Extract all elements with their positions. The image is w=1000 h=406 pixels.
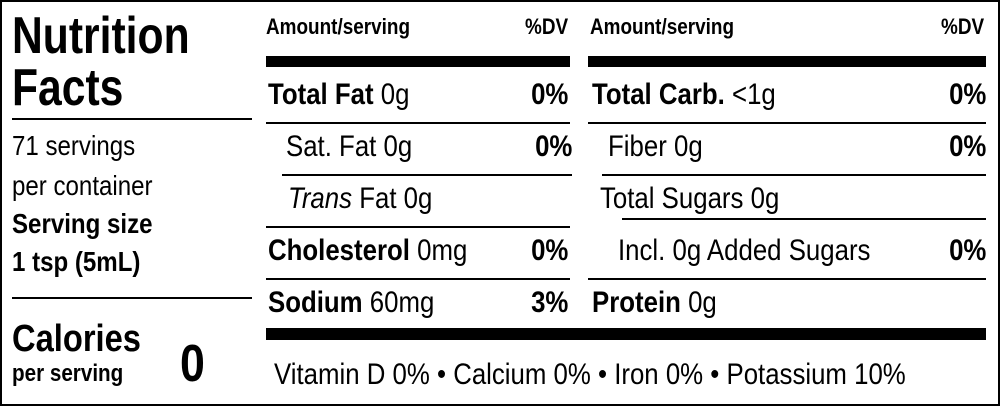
header: %DV bbox=[940, 14, 984, 39]
row-amount: 0g bbox=[688, 286, 717, 319]
calories-value: 0 bbox=[180, 335, 205, 393]
footer: Vitamin D 0% • Calcium 0% • Iron 0% • Po… bbox=[274, 358, 906, 391]
servings: 71 servings bbox=[12, 130, 136, 161]
row-amount: 0g bbox=[383, 130, 413, 163]
row-dv: 0% bbox=[534, 130, 572, 163]
row-name: Protein bbox=[592, 286, 681, 319]
divider bbox=[588, 122, 986, 124]
row-dv: 0% bbox=[530, 78, 568, 111]
divider bbox=[12, 297, 252, 299]
serving-size-value: 1 tsp (5mL) bbox=[12, 246, 141, 277]
divider bbox=[266, 278, 570, 280]
row-italic: Trans bbox=[288, 182, 353, 215]
serving-size-label: Serving size bbox=[12, 208, 153, 239]
row-name: Total Fat bbox=[268, 78, 374, 111]
row-amount: 0g bbox=[750, 182, 780, 215]
divider bbox=[622, 218, 986, 220]
thick-bar bbox=[588, 56, 986, 67]
row-name: Fiber bbox=[608, 130, 667, 163]
row-amount: 0mg bbox=[417, 234, 468, 267]
row-dv: 0% bbox=[948, 78, 986, 111]
divider bbox=[266, 226, 570, 228]
row-amount: 0g bbox=[403, 182, 433, 215]
row-name: Incl. 0g Added Sugars bbox=[618, 234, 871, 267]
servings: per container bbox=[12, 170, 153, 201]
header: %DV bbox=[524, 14, 568, 39]
row-name: Cholesterol bbox=[268, 234, 410, 267]
row-name: Sat. Fat bbox=[286, 130, 377, 163]
row-dv: 0% bbox=[948, 130, 986, 163]
calories-label: Calories bbox=[12, 318, 141, 360]
divider bbox=[588, 278, 986, 280]
divider bbox=[282, 174, 572, 176]
header: Amount/serving bbox=[590, 14, 735, 39]
row-name: Sodium bbox=[268, 286, 363, 319]
header: Amount/serving bbox=[266, 14, 411, 39]
thick-bar bbox=[266, 56, 570, 67]
row-name: Total Sugars bbox=[600, 182, 744, 215]
row-dv: 0% bbox=[530, 234, 568, 267]
row-amount: 0g bbox=[380, 78, 410, 111]
divider bbox=[602, 174, 986, 176]
thick-bar bbox=[266, 328, 986, 340]
row-dv: 3% bbox=[530, 286, 568, 319]
row-amount: <1g bbox=[732, 78, 776, 111]
row-dv: 0% bbox=[948, 234, 986, 267]
row-amount: 0g bbox=[673, 130, 703, 163]
divider bbox=[12, 118, 252, 120]
divider bbox=[266, 122, 570, 124]
row-name: Total Carb. bbox=[592, 78, 725, 111]
title: Nutrition bbox=[12, 7, 190, 65]
title: Facts bbox=[12, 59, 124, 117]
row-name: Fat bbox=[359, 182, 397, 215]
row-amount: 60mg bbox=[369, 286, 435, 319]
calories-sub: per serving bbox=[12, 360, 124, 387]
